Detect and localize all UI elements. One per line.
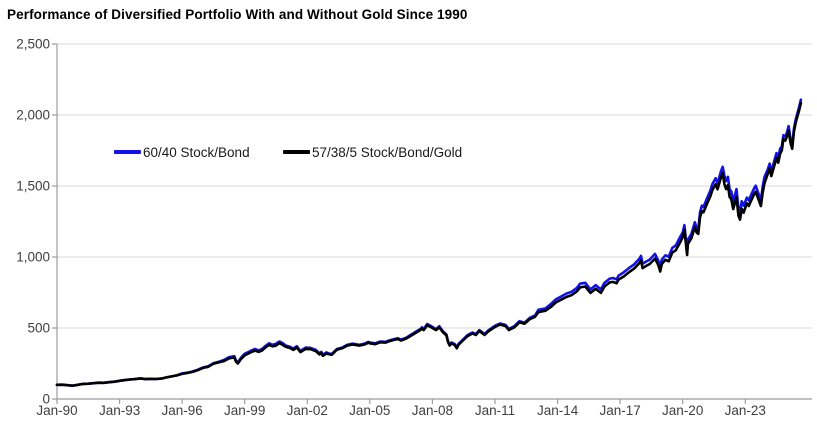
series-line-57-38-5-stock-bond-gold bbox=[55, 101, 803, 388]
x-tick-label: Jan-96 bbox=[161, 403, 202, 418]
x-tick-label: Jan-23 bbox=[725, 403, 766, 418]
x-tick-label: Jan-17 bbox=[599, 403, 640, 418]
chart-title: Performance of Diversified Portfolio Wit… bbox=[7, 7, 468, 22]
x-tick-label: Jan-99 bbox=[224, 403, 265, 418]
x-tick-label: Jan-20 bbox=[662, 403, 703, 418]
y-tick-label: 0 bbox=[42, 392, 50, 407]
x-tick-label: Jan-14 bbox=[537, 403, 579, 418]
x-tick-label: Jan-05 bbox=[349, 403, 390, 418]
x-tick-label: Jan-02 bbox=[287, 403, 328, 418]
y-tick-label: 1,500 bbox=[16, 179, 50, 194]
x-tick-label: Jan-11 bbox=[475, 403, 515, 418]
y-tick-label: 500 bbox=[27, 321, 50, 336]
y-tick-label: 2,000 bbox=[16, 108, 50, 123]
y-tick-label: 2,500 bbox=[16, 37, 50, 52]
x-tick-label: Jan-93 bbox=[99, 403, 140, 418]
x-tick-label: Jan-90 bbox=[36, 403, 77, 418]
y-tick-label: 1,000 bbox=[16, 250, 50, 265]
x-tick-label: Jan-08 bbox=[412, 403, 453, 418]
